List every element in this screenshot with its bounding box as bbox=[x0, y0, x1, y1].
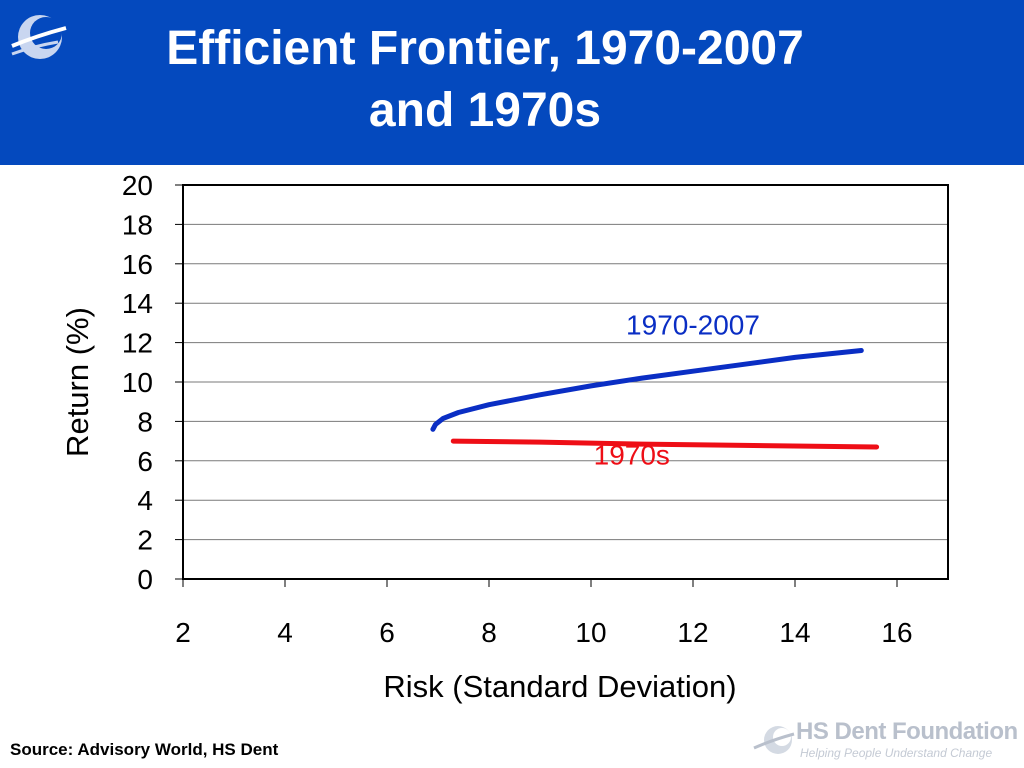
y-tick-label-16: 16 bbox=[122, 249, 153, 280]
series-line-1 bbox=[450, 438, 880, 450]
x-tick-label-6: 6 bbox=[379, 617, 395, 648]
y-tick-label-8: 8 bbox=[137, 406, 153, 437]
hs-dent-logo-icon bbox=[11, 15, 67, 59]
y-tick-label-18: 18 bbox=[122, 209, 153, 240]
page-title: Efficient Frontier, 1970-2007 and 1970s bbox=[60, 18, 910, 142]
x-tick-label-14: 14 bbox=[779, 617, 810, 648]
x-tick-label-4: 4 bbox=[277, 617, 293, 648]
brand-tagline: Helping People Understand Change bbox=[800, 746, 993, 760]
y-tick-label-20: 20 bbox=[122, 170, 153, 201]
series-line-0 bbox=[430, 348, 864, 432]
y-tick-label-12: 12 bbox=[122, 328, 153, 359]
title-line-1: Efficient Frontier, 1970-2007 bbox=[166, 22, 804, 75]
y-axis-label: Return (%) bbox=[60, 307, 95, 457]
y-tick-label-14: 14 bbox=[122, 288, 153, 319]
x-axis-tick-labels: 2 4 6 8 10 12 14 16 bbox=[175, 579, 913, 648]
y-tick-label-0: 0 bbox=[137, 564, 153, 595]
x-axis-label: Risk (Standard Deviation) bbox=[383, 669, 736, 704]
x-tick-label-12: 12 bbox=[677, 617, 708, 648]
series-annotation-0: 1970-2007 bbox=[626, 310, 760, 341]
series-annotations: 1970-2007 1970s bbox=[594, 310, 760, 471]
series-annotation-1: 1970s bbox=[594, 440, 670, 471]
y-tick-label-4: 4 bbox=[137, 485, 153, 516]
y-tick-label-2: 2 bbox=[137, 525, 153, 556]
x-tick-label-8: 8 bbox=[481, 617, 497, 648]
title-line-2: and 1970s bbox=[368, 84, 602, 137]
source-note: Source: Advisory World, HS Dent bbox=[10, 740, 279, 759]
brand-footer: HS Dent Foundation Helping People Unders… bbox=[752, 716, 1018, 762]
hs-dent-swoosh-icon bbox=[753, 726, 795, 754]
series-lines bbox=[430, 348, 880, 450]
x-tick-label-10: 10 bbox=[575, 617, 606, 648]
brand-name: HS Dent Foundation bbox=[796, 718, 1018, 745]
y-axis-tick-labels: 0 2 4 6 8 10 12 14 16 18 20 bbox=[122, 170, 183, 595]
y-tick-label-6: 6 bbox=[137, 446, 153, 477]
x-tick-label-2: 2 bbox=[175, 617, 191, 648]
gridlines bbox=[183, 223, 948, 541]
y-tick-label-10: 10 bbox=[122, 367, 153, 398]
header-banner: Efficient Frontier, 1970-2007 and 1970s bbox=[0, 0, 1024, 165]
x-tick-label-16: 16 bbox=[881, 617, 912, 648]
